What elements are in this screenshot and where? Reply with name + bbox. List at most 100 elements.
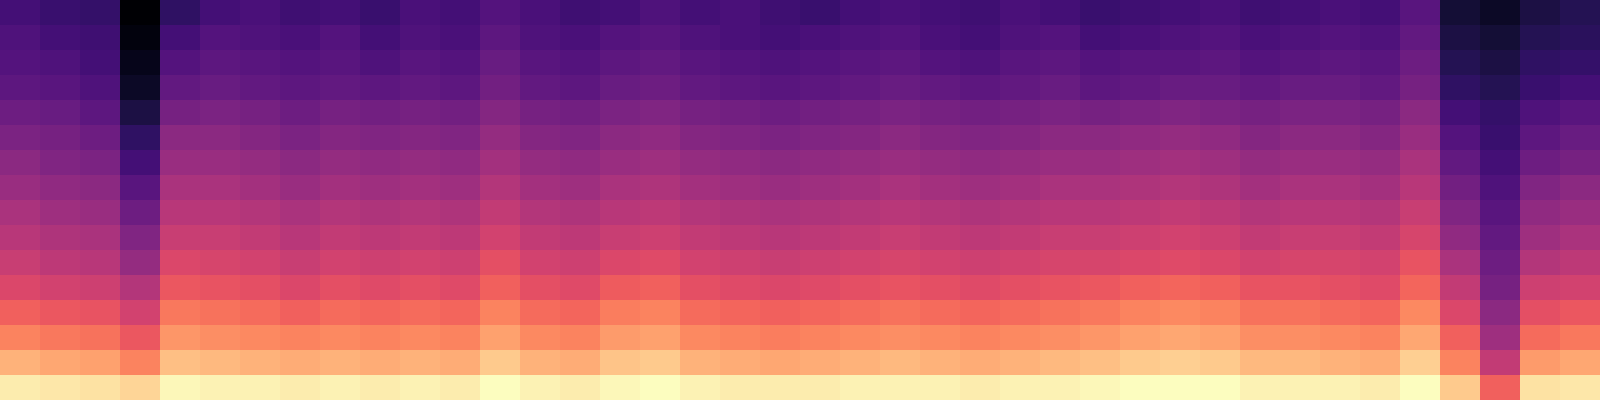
heatmap-cell — [720, 175, 761, 201]
heatmap-cell — [40, 0, 81, 26]
heatmap-cell — [960, 25, 1001, 51]
heatmap-cell — [1560, 50, 1600, 76]
heatmap-cell — [480, 125, 521, 151]
heatmap-cell — [920, 225, 961, 251]
heatmap-cell — [1280, 250, 1321, 276]
heatmap-cell — [1160, 100, 1201, 126]
heatmap-cell — [840, 200, 881, 226]
heatmap-cell — [840, 350, 881, 376]
heatmap-cell — [200, 125, 241, 151]
heatmap-cell — [280, 150, 321, 176]
heatmap-cell — [1280, 75, 1321, 101]
heatmap-cell — [280, 50, 321, 76]
heatmap-cell — [40, 75, 81, 101]
heatmap-cell — [160, 100, 201, 126]
heatmap-cell — [40, 350, 81, 376]
heatmap-cell — [640, 375, 681, 400]
heatmap-cell — [920, 250, 961, 276]
heatmap-cell — [640, 150, 681, 176]
heatmap-cell — [520, 200, 561, 226]
heatmap-cell — [80, 325, 121, 351]
heatmap-cell — [680, 0, 721, 26]
heatmap-cell — [320, 375, 361, 400]
heatmap-cell — [800, 250, 841, 276]
heatmap-cell — [1000, 300, 1041, 326]
heatmap-cell — [1080, 175, 1121, 201]
heatmap-cell — [320, 225, 361, 251]
heatmap-cell — [1320, 150, 1361, 176]
heatmap-cell — [1040, 0, 1081, 26]
heatmap-cell — [1480, 0, 1521, 26]
heatmap-cell — [600, 25, 641, 51]
heatmap-cell — [1000, 375, 1041, 400]
heatmap-cell — [560, 350, 601, 376]
heatmap-cell — [0, 125, 41, 151]
heatmap-cell — [240, 325, 281, 351]
heatmap-cell — [1000, 100, 1041, 126]
heatmap-cell — [120, 75, 161, 101]
heatmap-cell — [1200, 275, 1241, 301]
heatmap-cell — [1520, 200, 1561, 226]
heatmap-cell — [1160, 50, 1201, 76]
heatmap-cell — [1200, 200, 1241, 226]
heatmap-cell — [600, 350, 641, 376]
heatmap-cell — [1320, 375, 1361, 400]
heatmap-cell — [400, 225, 441, 251]
heatmap-cell — [760, 0, 801, 26]
heatmap-cell — [240, 225, 281, 251]
heatmap-cell — [1280, 300, 1321, 326]
heatmap-cell — [1400, 275, 1441, 301]
heatmap-cell — [1440, 325, 1481, 351]
heatmap-cell — [1560, 150, 1600, 176]
heatmap-cell — [1560, 75, 1600, 101]
heatmap-cell — [0, 75, 41, 101]
heatmap-cell — [440, 200, 481, 226]
heatmap-cell — [680, 200, 721, 226]
heatmap-cell — [360, 250, 401, 276]
heatmap-cell — [880, 100, 921, 126]
heatmap-cell — [1360, 375, 1401, 400]
heatmap-cell — [1520, 325, 1561, 351]
heatmap-cell — [80, 0, 121, 26]
heatmap-cell — [0, 325, 41, 351]
heatmap-cell — [0, 375, 41, 400]
heatmap-cell — [1480, 275, 1521, 301]
heatmap-cell — [600, 100, 641, 126]
heatmap-cell — [600, 75, 641, 101]
heatmap-cell — [840, 250, 881, 276]
heatmap-cell — [840, 175, 881, 201]
heatmap-cell — [1280, 0, 1321, 26]
heatmap-cell — [680, 350, 721, 376]
heatmap-cell — [1360, 50, 1401, 76]
heatmap-cell — [600, 250, 641, 276]
heatmap-cell — [120, 325, 161, 351]
heatmap-cell — [400, 0, 441, 26]
heatmap-cell — [320, 75, 361, 101]
heatmap-cell — [1080, 375, 1121, 400]
heatmap-cell — [1560, 100, 1600, 126]
heatmap-cell — [400, 125, 441, 151]
heatmap-cell — [1360, 200, 1401, 226]
heatmap-cell — [160, 125, 201, 151]
heatmap-cell — [760, 325, 801, 351]
heatmap-cell — [320, 50, 361, 76]
heatmap-cell — [1120, 25, 1161, 51]
heatmap-cell — [880, 325, 921, 351]
heatmap-cell — [1080, 300, 1121, 326]
heatmap-cell — [280, 75, 321, 101]
heatmap-cell — [800, 125, 841, 151]
heatmap-cell — [320, 250, 361, 276]
heatmap-cell — [1320, 200, 1361, 226]
heatmap-cell — [1160, 300, 1201, 326]
heatmap-cell — [960, 375, 1001, 400]
heatmap-cell — [200, 325, 241, 351]
heatmap-cell — [480, 50, 521, 76]
heatmap-cell — [1240, 325, 1281, 351]
heatmap-cell — [640, 25, 681, 51]
heatmap-cell — [760, 200, 801, 226]
heatmap-cell — [1440, 125, 1481, 151]
heatmap-cell — [560, 50, 601, 76]
heatmap-cell — [440, 325, 481, 351]
heatmap-cell — [1520, 350, 1561, 376]
heatmap-cell — [1120, 125, 1161, 151]
